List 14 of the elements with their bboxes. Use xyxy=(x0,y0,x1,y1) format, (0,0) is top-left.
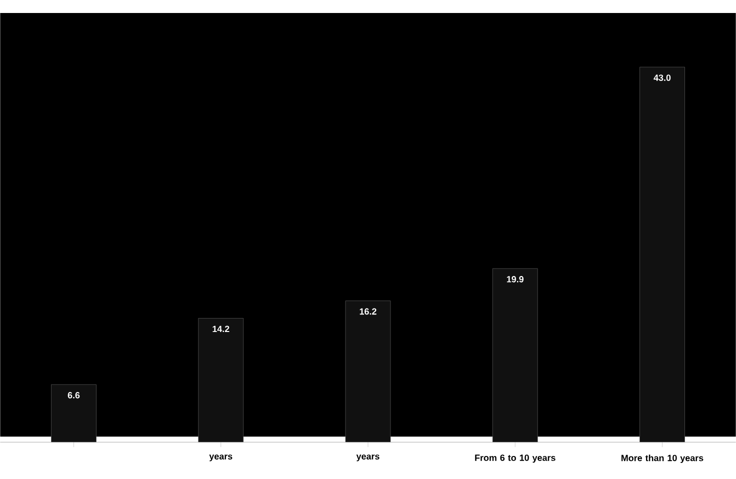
x-tick-label: years xyxy=(209,454,232,462)
bar xyxy=(198,318,244,442)
bar xyxy=(640,67,685,442)
data-label: 6.6 xyxy=(68,392,80,399)
bar xyxy=(51,384,96,442)
x-tick-label: More than 10 years xyxy=(622,454,704,464)
bar xyxy=(345,300,391,442)
data-label: 19.9 xyxy=(506,276,524,283)
x-tick-label: years xyxy=(356,454,380,462)
data-label: 14.2 xyxy=(212,326,230,332)
x-tick-label: From 6 to 10 years xyxy=(475,454,556,463)
data-label: 16.2 xyxy=(360,308,376,315)
bar xyxy=(492,268,538,442)
data-label: 43.0 xyxy=(654,74,671,82)
